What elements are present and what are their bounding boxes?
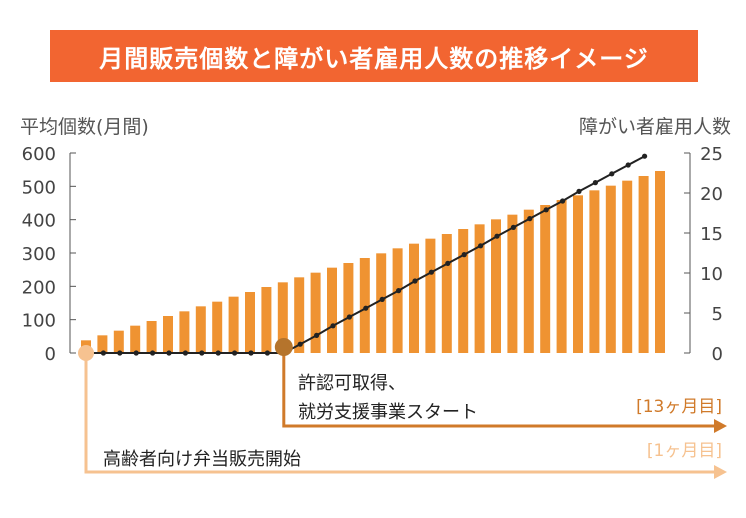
bar-month-34	[622, 180, 633, 353]
bar-month-12	[261, 287, 272, 353]
employees-point-12	[264, 350, 270, 356]
employees-point-26	[494, 233, 500, 239]
bar-month-32	[589, 190, 600, 353]
bar-month-6	[163, 316, 173, 353]
employees-point-25	[478, 243, 484, 249]
month1-marker	[78, 345, 94, 361]
bar-month-4	[130, 325, 141, 353]
right-tick-label: 10	[700, 264, 723, 285]
left-tick-label: 400	[22, 211, 56, 232]
bar-month-27	[507, 214, 518, 353]
bar-month-21	[409, 243, 419, 353]
bar-month-7	[179, 311, 190, 353]
bar-month-3	[113, 330, 124, 353]
employees-point-27	[510, 224, 516, 230]
right-tick-label: 20	[700, 184, 723, 205]
employees-point-11	[248, 350, 254, 356]
bar-month-20	[392, 248, 403, 353]
bar-month-18	[359, 258, 370, 353]
bar-month-15	[310, 272, 321, 353]
bar-month-30	[556, 200, 567, 353]
bar-month-23	[441, 234, 452, 353]
employees-point-5	[150, 350, 156, 356]
employees-point-2	[100, 350, 106, 356]
employees-point-32	[592, 180, 599, 186]
right-tick-label: 0	[712, 344, 723, 365]
bar-month-35	[638, 176, 649, 353]
left-tick-label: 500	[22, 177, 56, 198]
bar-month-14	[294, 277, 305, 353]
employees-point-4	[133, 350, 139, 356]
bar-month-8	[195, 306, 206, 353]
month13-arrow-head	[714, 419, 727, 433]
employees-point-29	[543, 207, 549, 213]
employees-point-3	[117, 350, 123, 356]
bar-month-28	[523, 209, 534, 353]
bar-month-16	[327, 267, 337, 353]
bar-month-5	[146, 321, 157, 353]
bar-month-2	[97, 335, 108, 353]
employees-point-17	[346, 314, 352, 320]
bar-month-36	[655, 171, 665, 353]
month1-arrow-head	[714, 465, 727, 479]
employees-point-34	[625, 162, 631, 168]
employees-point-22	[428, 269, 434, 275]
chart-title-banner: 月間販売個数と障がい者雇用人数の推移イメージ	[50, 30, 698, 82]
employees-point-23	[445, 260, 451, 266]
left-tick-label: 0	[45, 344, 56, 365]
bar-month-17	[343, 263, 354, 353]
employees-point-16	[330, 323, 336, 329]
employees-point-20	[396, 288, 402, 294]
employees-point-8	[199, 350, 205, 356]
employees-point-14	[297, 341, 303, 347]
left-tick-label: 600	[22, 144, 56, 165]
employees-point-18	[363, 305, 369, 311]
bar-month-19	[376, 253, 387, 353]
employees-point-10	[232, 350, 238, 356]
employees-point-35	[642, 153, 648, 159]
employees-point-28	[527, 216, 533, 222]
right-tick-label: 25	[700, 144, 723, 165]
left-axis-label: 平均個数(月間)	[20, 116, 149, 138]
right-axis-label: 障がい者雇用人数	[579, 116, 731, 138]
employees-point-6	[166, 350, 172, 356]
employees-point-15	[314, 332, 320, 338]
bar-month-31	[573, 195, 583, 353]
annotation-1-bracket: [1ヶ月目]	[647, 441, 722, 461]
employees-point-31	[576, 188, 582, 194]
left-tick-label: 100	[22, 311, 56, 332]
bar-month-26	[491, 219, 501, 353]
employees-point-7	[182, 350, 188, 356]
bar-month-22	[425, 238, 436, 353]
bar-month-9	[212, 301, 223, 353]
month1-arrow-line	[84, 353, 714, 474]
employees-point-30	[560, 198, 566, 204]
employees-point-33	[609, 171, 615, 177]
bar-month-10	[228, 296, 239, 353]
left-tick-label: 300	[22, 244, 56, 265]
employees-point-24	[461, 252, 467, 258]
bar-month-33	[605, 185, 616, 353]
bar-month-25	[474, 224, 485, 353]
annotation-13-line1: 許認可取得、	[298, 373, 406, 394]
right-tick-label: 15	[700, 224, 723, 245]
employees-point-19	[379, 296, 385, 302]
month13-marker	[274, 338, 293, 356]
bar-month-11	[245, 292, 255, 353]
employees-point-21	[412, 278, 418, 284]
bar-month-29	[540, 205, 551, 353]
right-tick-label: 5	[712, 304, 723, 325]
annotation-13-bracket: [13ヶ月目]	[636, 397, 722, 417]
bar-month-13	[277, 282, 288, 353]
left-tick-label: 200	[22, 277, 56, 298]
annotation-1-text: 高齢者向け弁当販売開始	[103, 449, 301, 470]
annotation-13-line2: 就労支援事業スタート	[298, 402, 478, 423]
employees-point-9	[215, 350, 221, 356]
month13-arrow-line	[282, 353, 714, 428]
bar-month-24	[458, 229, 469, 353]
